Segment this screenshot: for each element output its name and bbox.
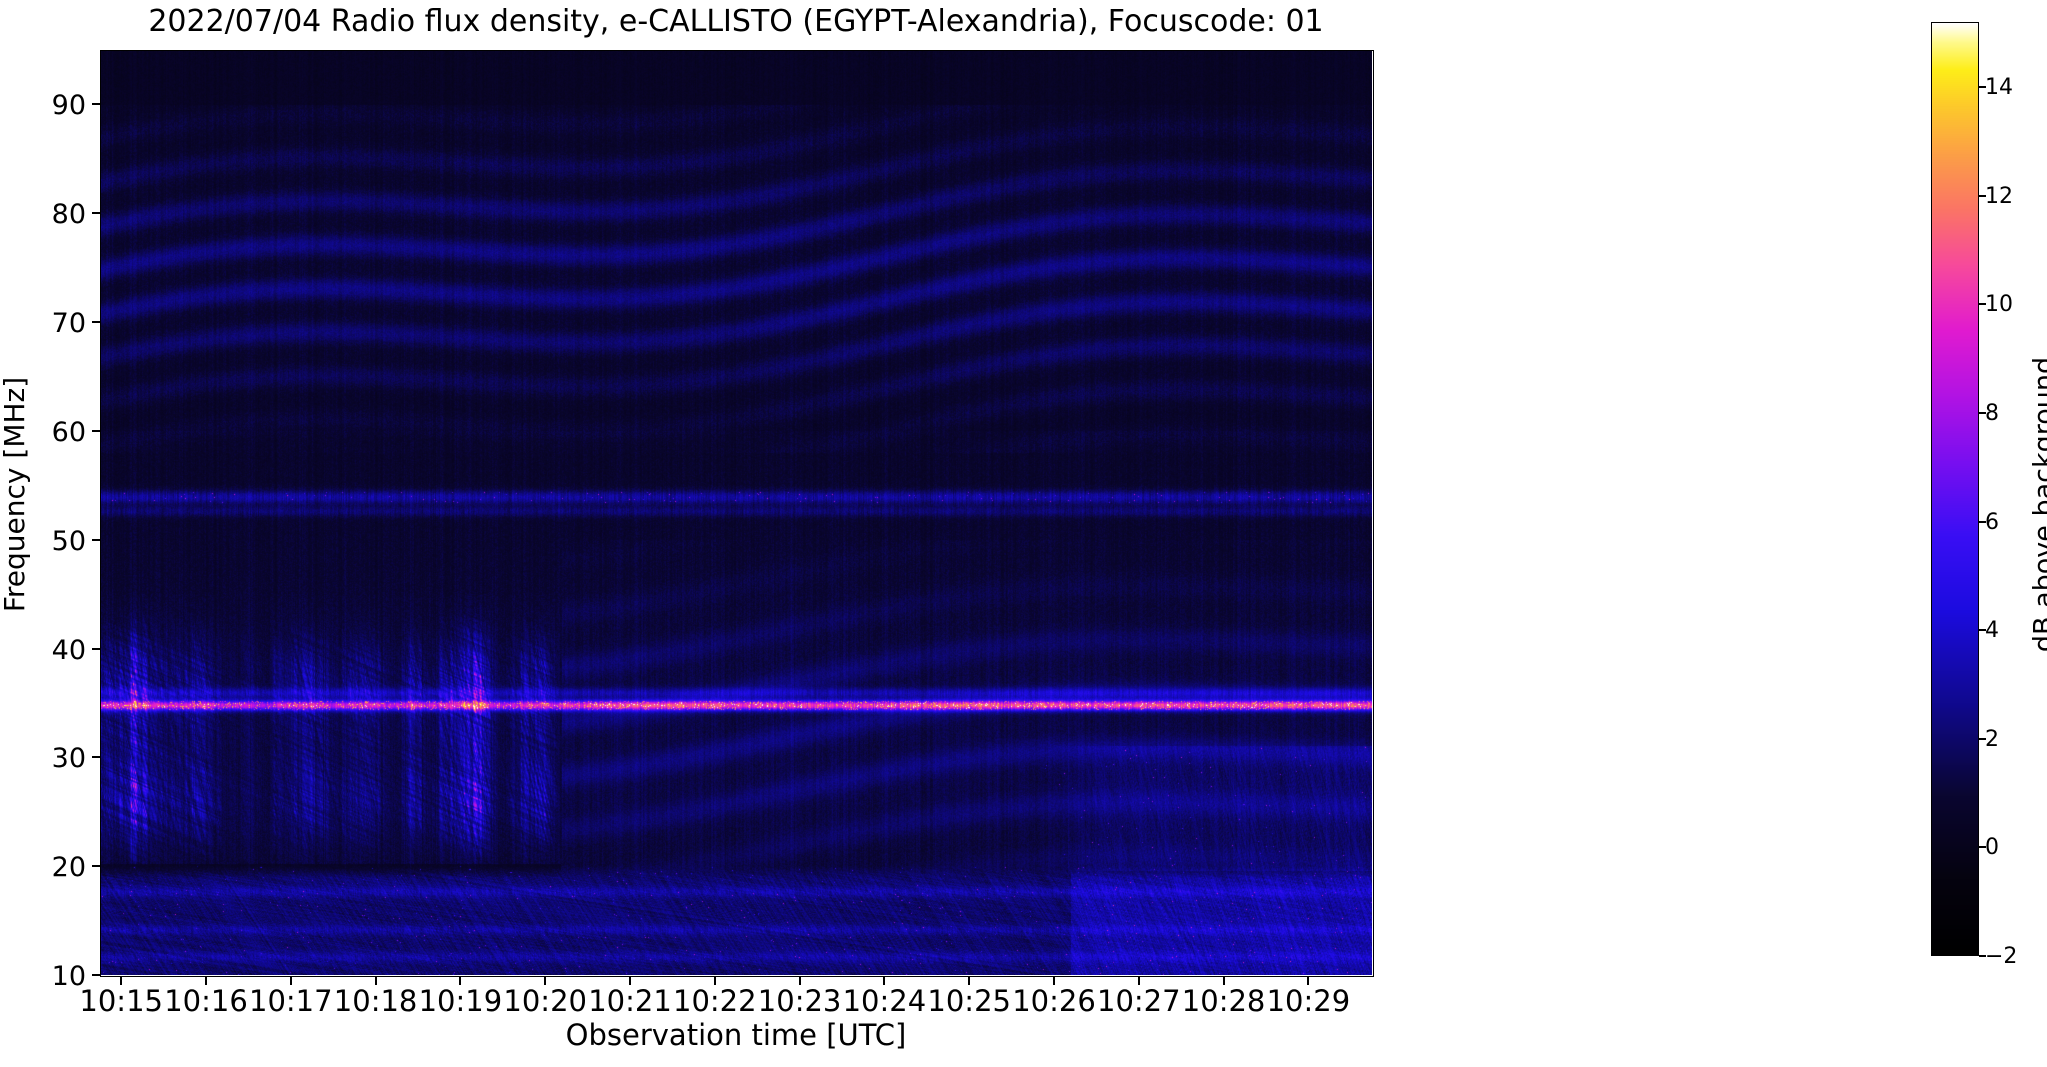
x-axis-tick-label: 10:17 bbox=[249, 984, 333, 1018]
x-axis-tick-mark bbox=[1222, 976, 1225, 985]
x-axis-tick-mark bbox=[1053, 976, 1055, 985]
colorbar-label: dB above background bbox=[2028, 356, 2047, 653]
page-title: 2022/07/04 Radio flux density, e-CALLIST… bbox=[148, 4, 1324, 39]
colorbar-tick-label: 2 bbox=[1985, 726, 1999, 752]
x-axis-tick-mark bbox=[374, 976, 377, 985]
y-axis-tick-label: 20 bbox=[51, 852, 86, 884]
x-axis-tick-mark bbox=[289, 976, 292, 985]
x-axis-tick-label: 10:23 bbox=[757, 984, 842, 1018]
y-axis-label: Frequency [MHz] bbox=[0, 376, 31, 613]
spectrogram-canvas bbox=[100, 50, 1372, 975]
colorbar-tick-mark bbox=[1979, 737, 1986, 740]
x-axis-tick-mark bbox=[120, 976, 123, 985]
x-axis-tick-label: 10:19 bbox=[418, 984, 503, 1018]
x-axis-tick-label: 10:15 bbox=[79, 984, 163, 1018]
colorbar-tick-mark bbox=[1979, 194, 1986, 197]
y-axis-tick-mark bbox=[92, 647, 100, 650]
x-axis-tick-mark bbox=[713, 976, 716, 985]
y-axis-tick-mark bbox=[92, 974, 100, 976]
y-axis-tick-mark bbox=[92, 103, 100, 106]
colorbar-tick-mark bbox=[1979, 86, 1986, 89]
colorbar[interactable] bbox=[1931, 22, 1979, 956]
x-axis-tick-label: 10:22 bbox=[673, 984, 757, 1018]
y-axis-tick-mark bbox=[92, 429, 100, 432]
y-axis-tick-mark bbox=[92, 538, 100, 541]
x-axis-tick-label: 10:29 bbox=[1266, 984, 1351, 1018]
y-axis-tick-mark bbox=[92, 756, 100, 759]
colorbar-tick-label: 10 bbox=[1985, 292, 2013, 318]
y-axis-tick-label: 80 bbox=[51, 199, 86, 231]
x-axis-tick-label: 10:16 bbox=[164, 984, 248, 1018]
y-axis-tick-mark bbox=[92, 212, 100, 215]
y-axis-tick-label: 50 bbox=[51, 525, 86, 557]
colorbar-tick-mark bbox=[1979, 955, 1986, 957]
y-axis-tick-label: 40 bbox=[51, 634, 86, 666]
x-axis-tick-label: 10:21 bbox=[588, 984, 672, 1018]
colorbar-tick-mark bbox=[1979, 520, 1986, 523]
y-axis-tick-label: 90 bbox=[51, 90, 86, 122]
spectrogram-plot-area[interactable] bbox=[100, 50, 1372, 975]
colorbar-gradient bbox=[1932, 23, 1978, 955]
x-axis-tick-mark bbox=[629, 976, 631, 985]
y-axis-tick-label: 60 bbox=[51, 416, 86, 448]
x-axis-tick-mark bbox=[968, 976, 971, 985]
colorbar-tick-mark bbox=[1979, 411, 1986, 414]
x-axis-tick-mark bbox=[459, 976, 462, 985]
x-axis-tick-label: 10:18 bbox=[333, 984, 418, 1018]
colorbar-tick-label: −2 bbox=[1985, 944, 2018, 969]
colorbar-tick-label: 14 bbox=[1985, 75, 2013, 101]
x-axis-tick-mark bbox=[544, 976, 547, 985]
y-axis-tick-mark bbox=[92, 321, 100, 324]
x-axis-tick-label: 10:27 bbox=[1097, 984, 1181, 1018]
x-axis-tick-mark bbox=[1307, 976, 1310, 985]
x-axis-tick-mark bbox=[1137, 976, 1140, 985]
y-axis-tick-label: 30 bbox=[51, 743, 86, 775]
x-axis-tick-label: 10:26 bbox=[1012, 984, 1096, 1018]
colorbar-tick-mark bbox=[1979, 846, 1986, 849]
y-axis-tick-mark bbox=[92, 865, 100, 868]
colorbar-tick-label: 8 bbox=[1985, 400, 1999, 426]
colorbar-tick-label: 6 bbox=[1985, 509, 1999, 535]
x-axis-label: Observation time [UTC] bbox=[565, 1018, 907, 1052]
y-axis-tick-label: 10 bbox=[51, 961, 86, 992]
y-axis-tick-label: 70 bbox=[51, 308, 86, 340]
x-axis-tick-mark bbox=[798, 976, 801, 985]
x-axis-tick-label: 10:24 bbox=[842, 984, 927, 1018]
x-axis-tick-label: 10:25 bbox=[927, 984, 1011, 1018]
colorbar-tick-mark bbox=[1979, 303, 1986, 306]
colorbar-tick-label: 4 bbox=[1985, 618, 1999, 644]
x-axis-tick-mark bbox=[883, 976, 886, 985]
x-axis-tick-label: 10:20 bbox=[503, 984, 587, 1018]
x-axis-tick-label: 10:28 bbox=[1181, 984, 1266, 1018]
colorbar-tick-label: 0 bbox=[1985, 835, 1999, 861]
colorbar-tick-label: 12 bbox=[1985, 183, 2013, 209]
colorbar-tick-mark bbox=[1979, 629, 1986, 632]
x-axis-tick-mark bbox=[205, 976, 207, 985]
